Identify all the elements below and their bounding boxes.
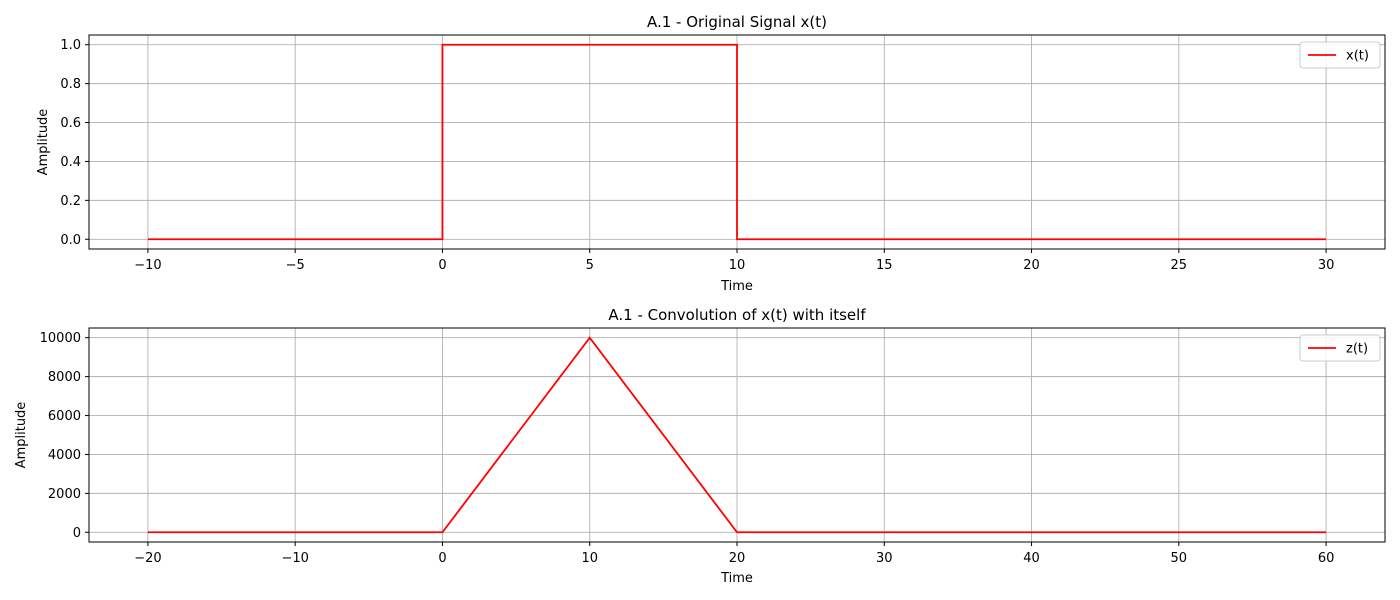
subplot-2: −20 −10 0 10 20 30 40 50 60 0 2000 4000 6000 8000 1000… — [14, 306, 1386, 586]
y-axis-label: Amplitude — [36, 109, 51, 176]
y-tick-label: 6000 — [48, 409, 81, 424]
x-tick-label: 30 — [876, 551, 893, 566]
x-tick-label: 20 — [729, 551, 746, 566]
y-tick-label: 0.0 — [60, 233, 81, 248]
x-tick-label: 30 — [1318, 258, 1335, 273]
x-tick-label: −10 — [281, 551, 308, 566]
x-tick-label: 10 — [581, 551, 598, 566]
x-tick-label: 5 — [586, 258, 594, 273]
y-tick-label: 0.2 — [60, 194, 81, 209]
y-tick-label: 1.0 — [60, 38, 81, 53]
y-tick-label: 2000 — [48, 487, 81, 502]
y-tick-label: 0.8 — [60, 77, 81, 92]
subplot-1: −10 −5 0 5 10 15 20 25 30 0.0 0.2 0.4 0.6 0.8 1.0 A.1 -… — [36, 13, 1386, 294]
x-tick-label: 60 — [1318, 551, 1335, 566]
y-tick-label: 0.6 — [60, 116, 81, 131]
series-line-z(t) — [147, 336, 1327, 534]
x-tick-label: 10 — [729, 258, 746, 273]
x-tick-label: −10 — [134, 258, 161, 273]
x-tick-label: 20 — [1023, 258, 1040, 273]
grid — [89, 328, 1385, 542]
y-tick-label: 0 — [73, 526, 81, 541]
x-tick-label: 0 — [438, 258, 446, 273]
chart-title: A.1 - Convolution of x(t) with itself — [608, 306, 866, 324]
legend-label: x(t) — [1346, 49, 1369, 64]
x-axis-label: Time — [720, 571, 753, 586]
x-tick-label: −20 — [134, 551, 161, 566]
x-tick-label: 15 — [876, 258, 893, 273]
x-tick-label: 50 — [1171, 551, 1188, 566]
y-tick-label: 0.4 — [60, 155, 81, 170]
y-tick-label: 8000 — [48, 370, 81, 385]
y-tick-label: 10000 — [40, 331, 81, 346]
legend-box — [1299, 41, 1381, 69]
y-axis-label: Amplitude — [14, 402, 29, 469]
y-tick-label: 4000 — [48, 448, 81, 463]
x-tick-label: −5 — [286, 258, 305, 273]
legend: x(t) — [1299, 41, 1381, 69]
series-line-x(t) — [147, 43, 1327, 241]
x-tick-label: 0 — [438, 551, 446, 566]
x-axis-label: Time — [720, 279, 753, 294]
legend-label: z(t) — [1346, 342, 1368, 357]
x-tick-label: 40 — [1023, 551, 1040, 566]
x-tick-label: 25 — [1171, 258, 1188, 273]
legend: z(t) — [1299, 334, 1381, 362]
chart-title: A.1 - Original Signal x(t) — [647, 13, 827, 31]
legend-box — [1299, 334, 1381, 362]
